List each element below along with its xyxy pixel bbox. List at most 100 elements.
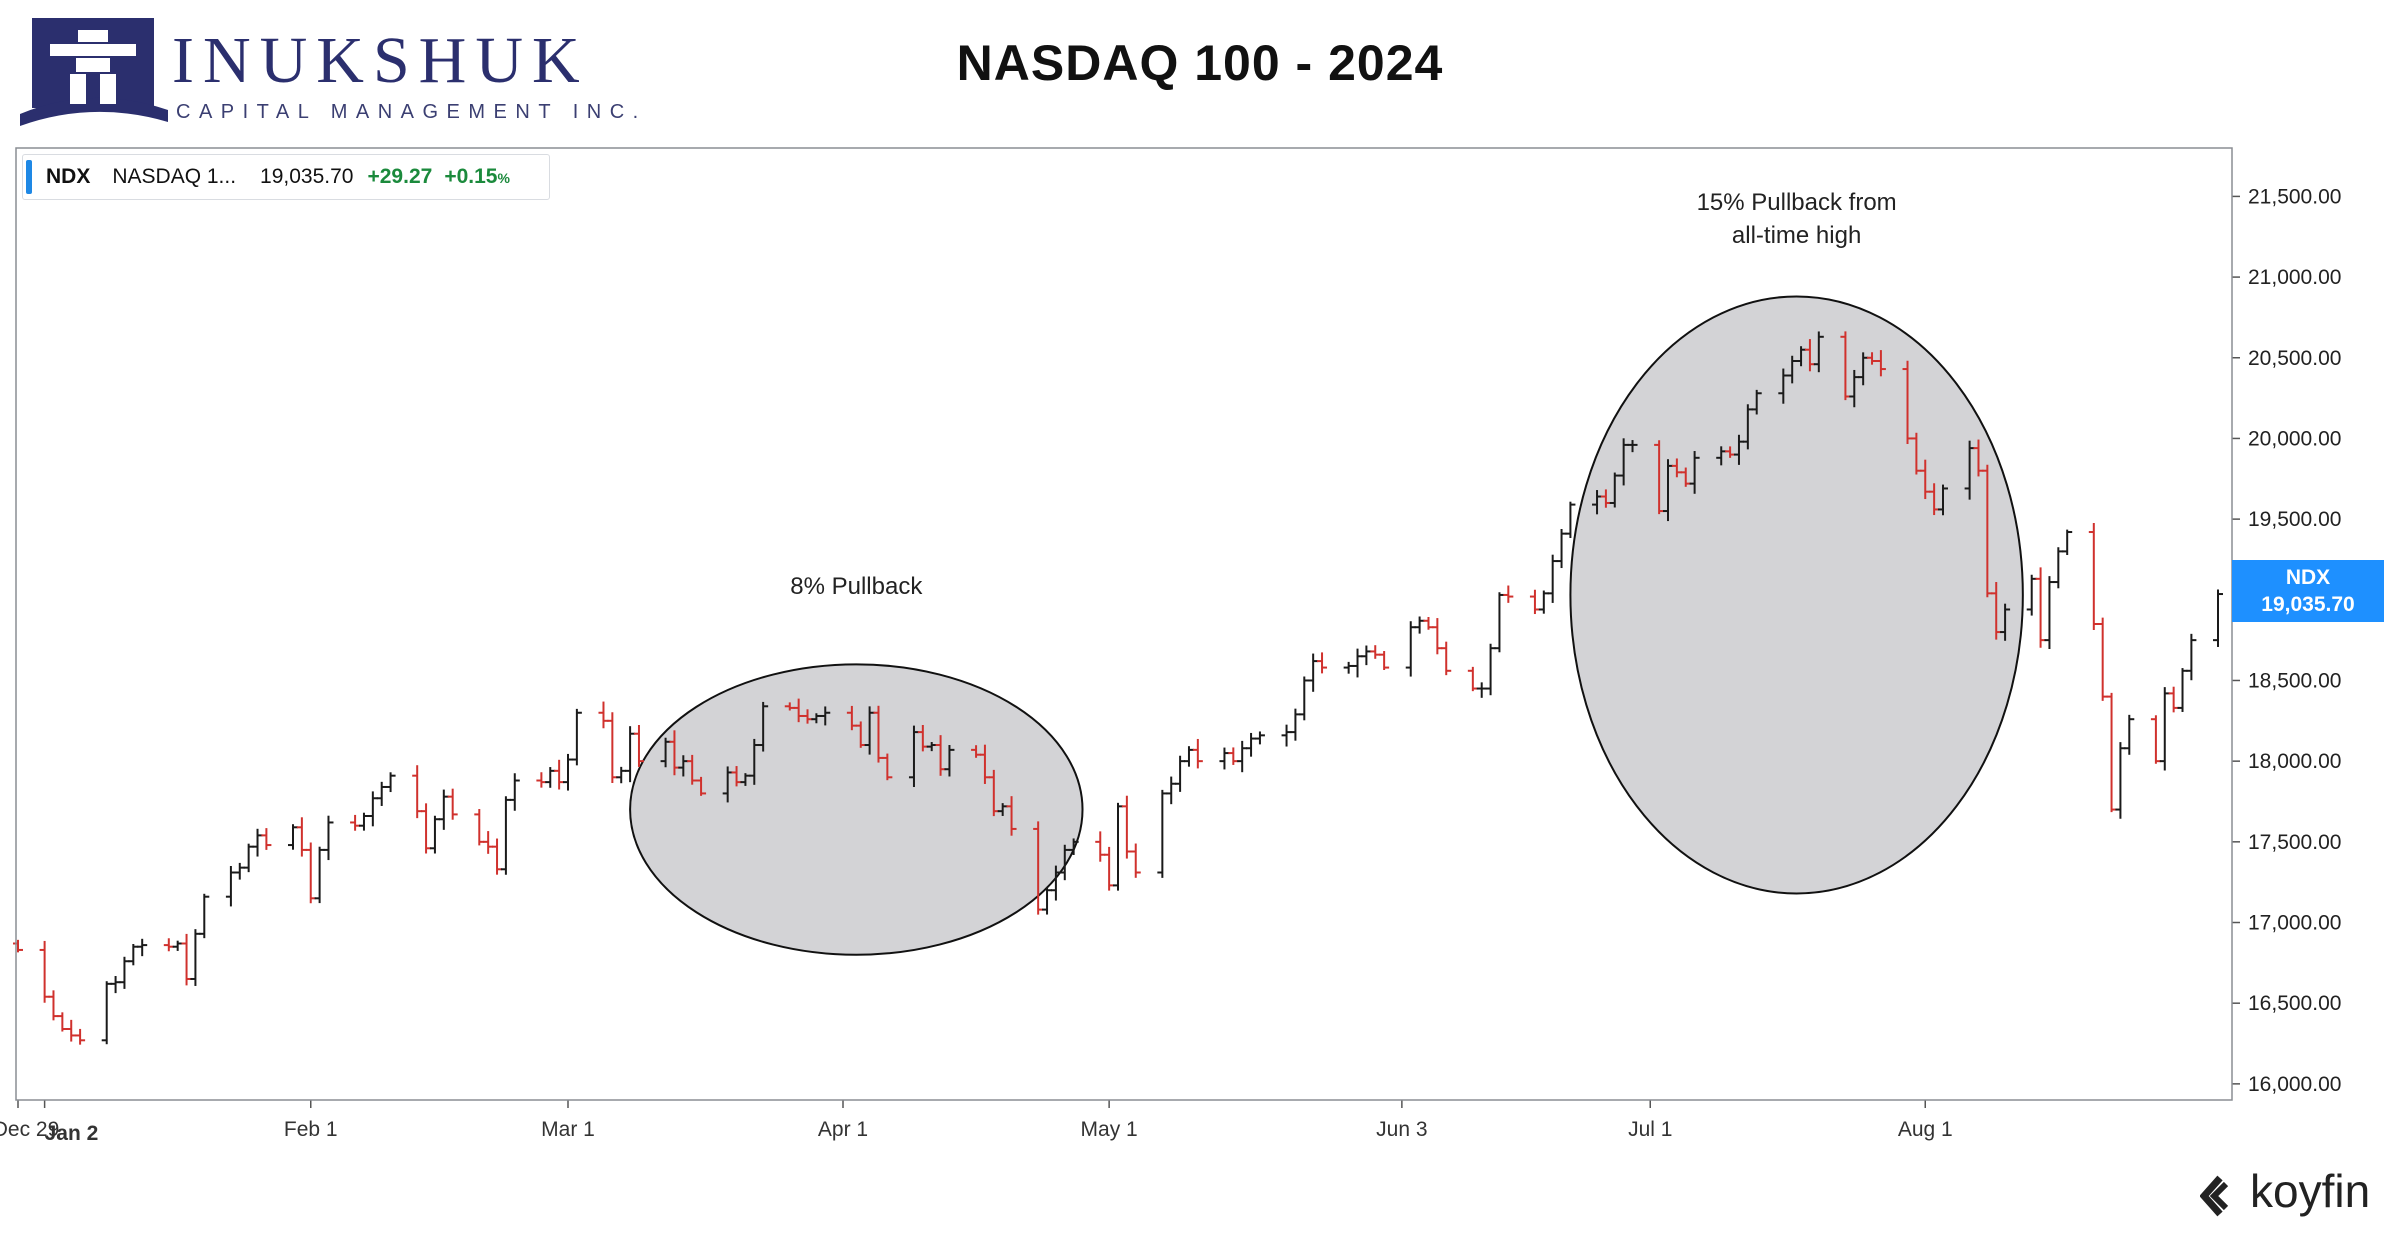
ohlc-bar bbox=[1405, 621, 1416, 677]
ohlc-bar bbox=[225, 866, 236, 907]
legend-symbol: NDX bbox=[46, 165, 91, 188]
plot-border bbox=[15, 147, 2233, 1101]
x-tick-label: Dec 29 bbox=[0, 1118, 59, 1141]
ohlc-bar bbox=[2106, 692, 2117, 813]
ohlc-bar bbox=[305, 842, 316, 904]
ohlc-bar bbox=[1219, 747, 1230, 770]
ohlc-bar bbox=[1237, 740, 1248, 773]
ohlc-bar bbox=[1627, 440, 1638, 453]
ohlc-bar bbox=[758, 701, 769, 752]
ohlc-bar bbox=[1467, 666, 1478, 692]
inukshuk-logo-icon bbox=[20, 18, 168, 126]
ohlc-bar bbox=[1361, 645, 1372, 666]
ohlc-bar bbox=[1290, 708, 1301, 741]
annotation-label: 15% Pullback from bbox=[1697, 189, 1897, 216]
ohlc-bar bbox=[323, 815, 334, 861]
ohlc-bar bbox=[2168, 686, 2179, 713]
company-logo: INUKSHUK CAPITAL MANAGEMENT INC. bbox=[18, 14, 638, 134]
ohlc-bar bbox=[1547, 554, 1558, 603]
ohlc-bar bbox=[2159, 687, 2170, 771]
pullback-ellipse-1 bbox=[629, 663, 1084, 956]
ohlc-bar bbox=[39, 940, 50, 1003]
ohlc-bar bbox=[412, 765, 423, 819]
ohlc-bar bbox=[1095, 831, 1106, 862]
ohlc-bar bbox=[172, 940, 183, 951]
page-title: NASDAQ 100 - 2024 bbox=[956, 35, 1444, 91]
ohlc-bar bbox=[2035, 567, 2046, 648]
ohlc-bar bbox=[633, 725, 644, 767]
ohlc-bar bbox=[376, 781, 387, 806]
ohlc-bar bbox=[1875, 350, 1886, 377]
x-tick-label: Mar 1 bbox=[541, 1118, 595, 1141]
ohlc-bar bbox=[1529, 589, 1540, 615]
ohlc-bar bbox=[57, 1012, 68, 1032]
ohlc-bar bbox=[2177, 668, 2188, 712]
ohlc-bar bbox=[563, 753, 573, 791]
ohlc-bar bbox=[350, 814, 361, 831]
ohlc-bar bbox=[66, 1019, 77, 1042]
ohlc-bar bbox=[2062, 529, 2073, 556]
legend-change: +29.27 bbox=[367, 165, 433, 188]
ohlc-bar bbox=[882, 753, 893, 781]
ohlc-bar bbox=[1379, 651, 1390, 670]
annotation-label: all-time high bbox=[1732, 222, 1861, 249]
ohlc-bar bbox=[1556, 528, 1567, 569]
ohlc-bar bbox=[1175, 755, 1186, 792]
ohlc-bar bbox=[1228, 747, 1239, 765]
ohlc-bar bbox=[48, 990, 59, 1021]
ohlc-bar bbox=[1494, 592, 1505, 653]
koyfin-brand: koyfin bbox=[2200, 1168, 2380, 1220]
ohlc-bar bbox=[2097, 617, 2108, 701]
ohlc-bar bbox=[1299, 676, 1310, 721]
ohlc-bar bbox=[1352, 648, 1363, 678]
pullback-ellipse-2 bbox=[1569, 295, 2024, 895]
ohlc-bar bbox=[252, 828, 263, 857]
ohlc-bar bbox=[554, 759, 565, 790]
ohlc-bar bbox=[75, 1028, 86, 1045]
ohlc-bar bbox=[483, 831, 494, 854]
last-price-tag: NDX 19,035.70 bbox=[2232, 560, 2384, 622]
ohlc-bar bbox=[447, 788, 458, 820]
ohlc-bar bbox=[474, 809, 485, 846]
ohlc-bar bbox=[2000, 603, 2011, 641]
ohlc-bar bbox=[181, 933, 192, 986]
ohlc-bar bbox=[110, 976, 121, 994]
x-tick-label: Feb 1 bbox=[284, 1118, 338, 1141]
ohlc-bar bbox=[314, 846, 325, 904]
ohlc-bar bbox=[288, 824, 298, 850]
ohlc-bar bbox=[1246, 732, 1257, 757]
ohlc-bar bbox=[199, 893, 210, 939]
ohlc-bar bbox=[536, 772, 547, 788]
x-tick-label: Jun 3 bbox=[1376, 1118, 1427, 1141]
ohlc-bar bbox=[1317, 652, 1328, 674]
series-legend[interactable]: NDX NASDAQ 1... 19,035.70 +29.27 +0.15% bbox=[22, 154, 550, 200]
logo-name: INUKSHUK bbox=[172, 24, 589, 97]
ohlc-bar bbox=[492, 838, 503, 875]
ohlc-bar bbox=[119, 956, 130, 989]
ohlc-bar bbox=[2186, 633, 2197, 681]
ohlc-bar bbox=[500, 796, 511, 875]
legend-series-color bbox=[26, 160, 32, 194]
y-tick-label: 16,000.00 bbox=[2248, 1073, 2341, 1096]
y-tick-label: 19,500.00 bbox=[2248, 508, 2341, 531]
ohlc-bar bbox=[421, 803, 432, 854]
ohlc-bar bbox=[509, 773, 520, 811]
ohlc-bar bbox=[1476, 682, 1487, 698]
ohlc-bar bbox=[1370, 645, 1381, 659]
y-tick-label: 16,500.00 bbox=[2248, 992, 2341, 1015]
ohlc-bar bbox=[1006, 796, 1017, 836]
ohlc-bar bbox=[1432, 618, 1443, 655]
y-tick-label: 20,500.00 bbox=[2248, 347, 2341, 370]
ohlc-bar bbox=[1689, 451, 1700, 494]
y-tick-label: 18,000.00 bbox=[2248, 750, 2341, 773]
x-tick-label: Apr 1 bbox=[818, 1118, 868, 1141]
ohlc-bar bbox=[367, 791, 378, 827]
legend-price: 19,035.70 bbox=[260, 165, 354, 188]
ohlc-bar bbox=[1068, 838, 1079, 855]
ohlc-bar bbox=[1157, 789, 1168, 878]
ohlc-bar bbox=[261, 828, 272, 850]
ohlc-bar bbox=[944, 745, 955, 777]
ohlc-bar bbox=[571, 708, 582, 766]
y-tick-label: 17,000.00 bbox=[2248, 912, 2341, 935]
